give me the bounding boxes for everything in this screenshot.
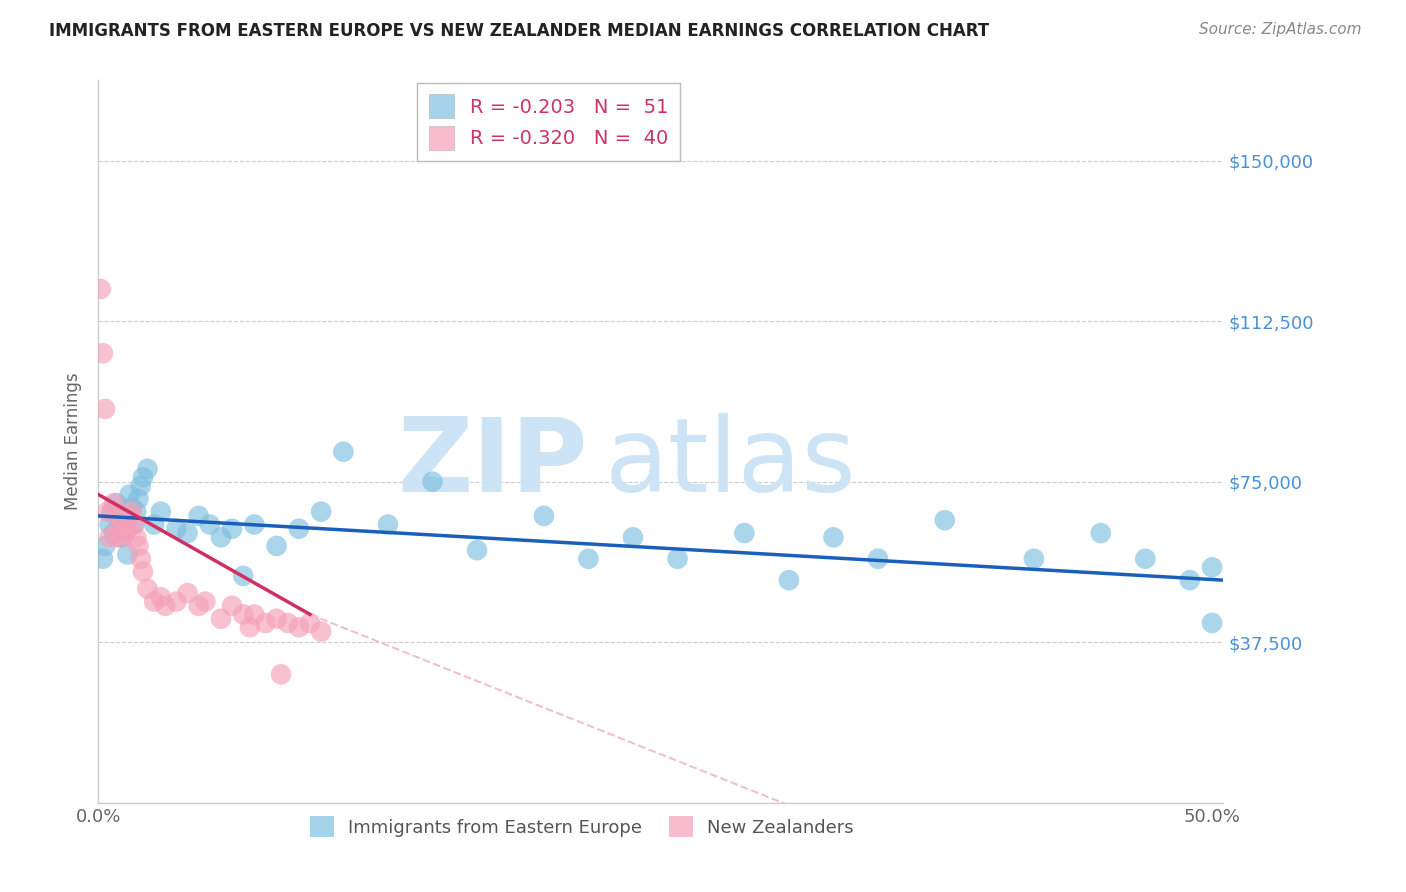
Point bbox=[823, 530, 845, 544]
Point bbox=[309, 505, 332, 519]
Point bbox=[121, 505, 143, 519]
Point bbox=[309, 624, 332, 639]
Point bbox=[1022, 551, 1045, 566]
Point bbox=[122, 517, 145, 532]
Point bbox=[209, 530, 232, 544]
Point bbox=[1201, 615, 1223, 630]
Point bbox=[107, 522, 129, 536]
Point bbox=[332, 444, 354, 458]
Point bbox=[110, 517, 132, 532]
Point bbox=[578, 551, 600, 566]
Point bbox=[288, 620, 311, 634]
Text: atlas: atlas bbox=[605, 413, 856, 514]
Point bbox=[101, 505, 124, 519]
Point bbox=[1201, 560, 1223, 574]
Point bbox=[128, 539, 150, 553]
Point bbox=[377, 517, 399, 532]
Point bbox=[125, 530, 148, 544]
Point bbox=[136, 462, 159, 476]
Point bbox=[239, 620, 262, 634]
Point bbox=[114, 508, 136, 523]
Point bbox=[165, 594, 187, 608]
Point bbox=[934, 513, 956, 527]
Point bbox=[121, 500, 143, 515]
Point bbox=[533, 508, 555, 523]
Point bbox=[243, 517, 266, 532]
Point bbox=[107, 513, 129, 527]
Point bbox=[149, 591, 172, 605]
Point bbox=[90, 282, 112, 296]
Point bbox=[733, 526, 755, 541]
Point bbox=[666, 551, 689, 566]
Point bbox=[117, 548, 139, 562]
Point bbox=[194, 594, 217, 608]
Point bbox=[117, 522, 139, 536]
Point bbox=[101, 505, 124, 519]
Point bbox=[111, 530, 134, 544]
Point bbox=[118, 508, 141, 523]
Point bbox=[187, 508, 209, 523]
Point bbox=[129, 551, 152, 566]
Point bbox=[111, 522, 134, 536]
Point bbox=[125, 505, 148, 519]
Y-axis label: Median Earnings: Median Earnings bbox=[65, 373, 83, 510]
Point bbox=[132, 470, 155, 484]
Point bbox=[243, 607, 266, 622]
Point bbox=[176, 526, 198, 541]
Point bbox=[103, 526, 125, 541]
Legend: Immigrants from Eastern Europe, New Zealanders: Immigrants from Eastern Europe, New Zeal… bbox=[304, 809, 860, 845]
Point bbox=[221, 522, 243, 536]
Text: Source: ZipAtlas.com: Source: ZipAtlas.com bbox=[1198, 22, 1361, 37]
Point bbox=[132, 565, 155, 579]
Text: ZIP: ZIP bbox=[398, 413, 588, 514]
Point bbox=[209, 612, 232, 626]
Point bbox=[128, 491, 150, 506]
Point bbox=[110, 530, 132, 544]
Point bbox=[165, 522, 187, 536]
Point bbox=[103, 496, 125, 510]
Point bbox=[1178, 573, 1201, 587]
Point bbox=[96, 505, 118, 519]
Point bbox=[94, 539, 117, 553]
Point bbox=[98, 530, 121, 544]
Point bbox=[105, 496, 128, 510]
Point bbox=[288, 522, 311, 536]
Point bbox=[114, 526, 136, 541]
Point bbox=[136, 582, 159, 596]
Point bbox=[187, 599, 209, 613]
Point bbox=[221, 599, 243, 613]
Point bbox=[91, 551, 114, 566]
Point bbox=[465, 543, 488, 558]
Point bbox=[866, 551, 889, 566]
Point bbox=[621, 530, 644, 544]
Point bbox=[1135, 551, 1157, 566]
Point bbox=[143, 594, 166, 608]
Point bbox=[155, 599, 177, 613]
Point bbox=[198, 517, 221, 532]
Point bbox=[266, 612, 288, 626]
Point bbox=[778, 573, 800, 587]
Point bbox=[129, 479, 152, 493]
Point bbox=[1090, 526, 1112, 541]
Point bbox=[422, 475, 444, 489]
Point bbox=[232, 569, 254, 583]
Point bbox=[118, 487, 141, 501]
Point bbox=[298, 615, 321, 630]
Point bbox=[232, 607, 254, 622]
Point bbox=[91, 346, 114, 360]
Point bbox=[270, 667, 292, 681]
Point bbox=[98, 517, 121, 532]
Point bbox=[266, 539, 288, 553]
Point bbox=[277, 615, 299, 630]
Point bbox=[176, 586, 198, 600]
Point bbox=[149, 505, 172, 519]
Point bbox=[122, 517, 145, 532]
Text: IMMIGRANTS FROM EASTERN EUROPE VS NEW ZEALANDER MEDIAN EARNINGS CORRELATION CHAR: IMMIGRANTS FROM EASTERN EUROPE VS NEW ZE… bbox=[49, 22, 990, 40]
Point bbox=[254, 615, 277, 630]
Point bbox=[143, 517, 166, 532]
Point bbox=[105, 530, 128, 544]
Point bbox=[94, 401, 117, 416]
